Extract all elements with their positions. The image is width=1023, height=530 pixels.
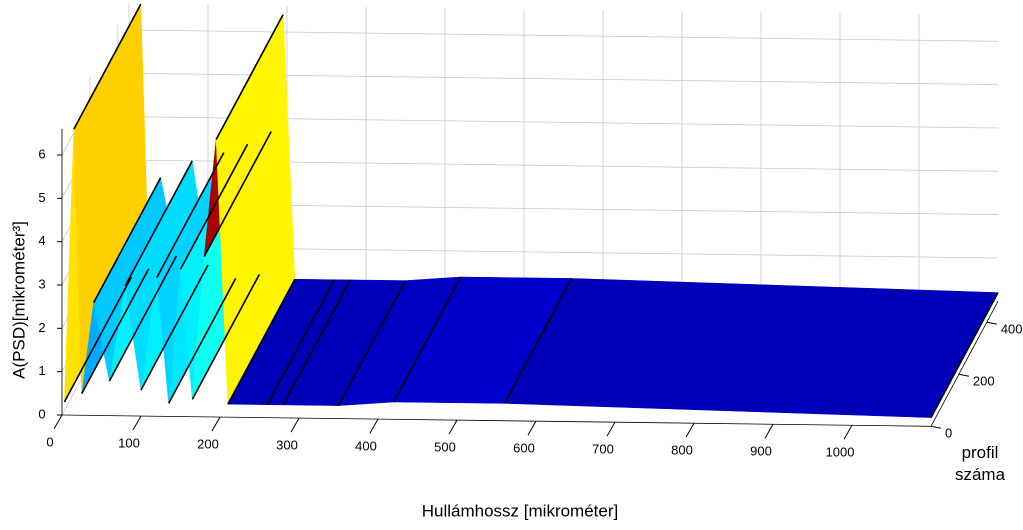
tick-mark xyxy=(958,373,970,377)
z-axis-label: A(PSD)[mikrométer³] xyxy=(9,221,28,379)
ridge-line xyxy=(92,177,162,304)
ridge-line xyxy=(227,278,296,405)
z-tick-label: 5 xyxy=(38,190,45,205)
tick-mark xyxy=(685,422,695,438)
ridge-line xyxy=(191,273,261,400)
x-tick-label: 600 xyxy=(513,441,535,456)
surface-patch xyxy=(503,278,999,418)
tick-mark xyxy=(290,417,300,433)
z-tick-label: 4 xyxy=(38,233,45,248)
z-tick-label: 2 xyxy=(38,320,45,335)
tick-mark xyxy=(448,419,458,435)
ridge-line xyxy=(156,152,225,278)
x-tick-label: 800 xyxy=(671,443,693,458)
axis-line xyxy=(61,414,932,427)
tick-mark xyxy=(211,416,221,432)
y-tick-label: 200 xyxy=(973,374,995,389)
ridge-line xyxy=(167,278,237,404)
tick-mark xyxy=(606,421,616,437)
x-tick-label: 200 xyxy=(197,436,219,451)
tick-mark xyxy=(930,425,942,429)
x-tick-label: 500 xyxy=(434,440,456,455)
ridge-line xyxy=(337,280,407,406)
x-tick-label: 1000 xyxy=(826,445,855,460)
grid-line xyxy=(61,72,999,199)
ridge-line xyxy=(393,276,462,403)
tick-mark xyxy=(843,425,853,440)
tick-mark xyxy=(527,420,537,436)
ridge-line xyxy=(930,292,999,419)
grid-line xyxy=(61,29,999,156)
z-tick-label: 1 xyxy=(38,363,45,378)
ridge-line xyxy=(63,276,133,403)
x-tick-label: 700 xyxy=(592,442,614,457)
ridge-line xyxy=(108,255,178,382)
x-axis-label: Hullámhossz [mikrométer] xyxy=(422,501,619,520)
ridge-line xyxy=(266,279,336,406)
ridge-line xyxy=(503,278,573,404)
ridge-line xyxy=(203,131,272,257)
tick-mark xyxy=(132,415,142,431)
ridge-line xyxy=(124,160,193,287)
x-tick-label: 400 xyxy=(355,439,377,454)
y-axis-label: profil száma xyxy=(954,443,1006,484)
ridge-line xyxy=(215,14,284,141)
ridge-line xyxy=(73,3,142,130)
y-tick-label: 0 xyxy=(945,426,952,441)
ridge-line xyxy=(140,264,209,391)
y-tick-label: 400 xyxy=(1001,322,1023,337)
x-tick-label: 0 xyxy=(46,434,53,449)
z-tick-label: 0 xyxy=(38,406,45,421)
x-tick-label: 900 xyxy=(750,444,772,459)
ridge-line xyxy=(179,143,249,270)
tick-mark xyxy=(764,423,774,439)
z-tick-label: 6 xyxy=(38,146,45,161)
x-tick-label: 100 xyxy=(118,435,140,450)
tick-mark xyxy=(986,321,997,325)
z-tick-label: 3 xyxy=(38,276,45,291)
tick-mark xyxy=(53,414,63,430)
ridge-line xyxy=(282,279,351,406)
ridge-line xyxy=(81,268,150,394)
tick-mark xyxy=(369,418,379,434)
x-tick-label: 300 xyxy=(276,438,298,453)
